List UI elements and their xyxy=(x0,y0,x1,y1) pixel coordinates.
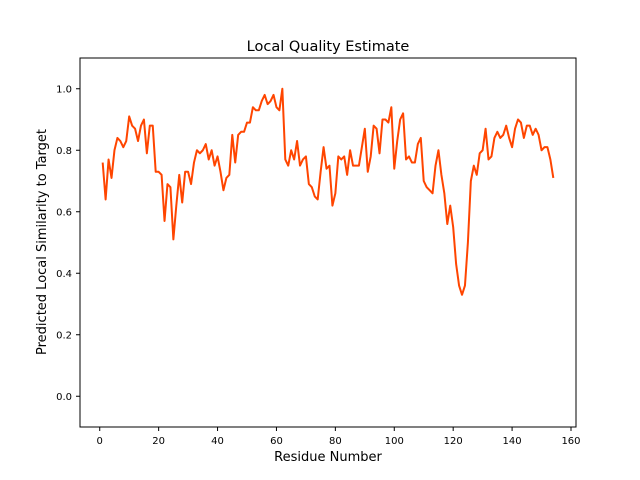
x-tick-label: 160 xyxy=(561,436,580,447)
x-axis-label: Residue Number xyxy=(274,450,382,465)
y-axis-label: Predicted Local Similarity to Target xyxy=(35,129,50,355)
series-line-0 xyxy=(101,87,555,296)
axes-frame xyxy=(79,57,577,428)
x-tick-label: 20 xyxy=(152,436,165,447)
x-tick-label: 60 xyxy=(270,436,283,447)
x-tick-label: 80 xyxy=(329,436,342,447)
chart-title: Local Quality Estimate xyxy=(247,39,410,55)
y-tick-label: 0.2 xyxy=(56,330,72,341)
x-tick-label: 120 xyxy=(444,436,463,447)
y-tick-label: 0.8 xyxy=(56,146,72,157)
x-tick-label: 0 xyxy=(97,436,103,447)
x-tick-label: 140 xyxy=(503,436,522,447)
x-tick-label: 100 xyxy=(385,436,404,447)
y-tick-label: 0.6 xyxy=(56,207,72,218)
plot-area: 0 20 40 60 80 100 120 140 160 0.0 0.2 0.4 0.6 0.8 1.0 xyxy=(56,57,581,447)
y-tick-label: 0.4 xyxy=(56,269,72,280)
y-tick-label: 1.0 xyxy=(56,84,72,95)
y-tick-label: 0.0 xyxy=(56,392,72,403)
x-tick-label: 40 xyxy=(211,436,224,447)
